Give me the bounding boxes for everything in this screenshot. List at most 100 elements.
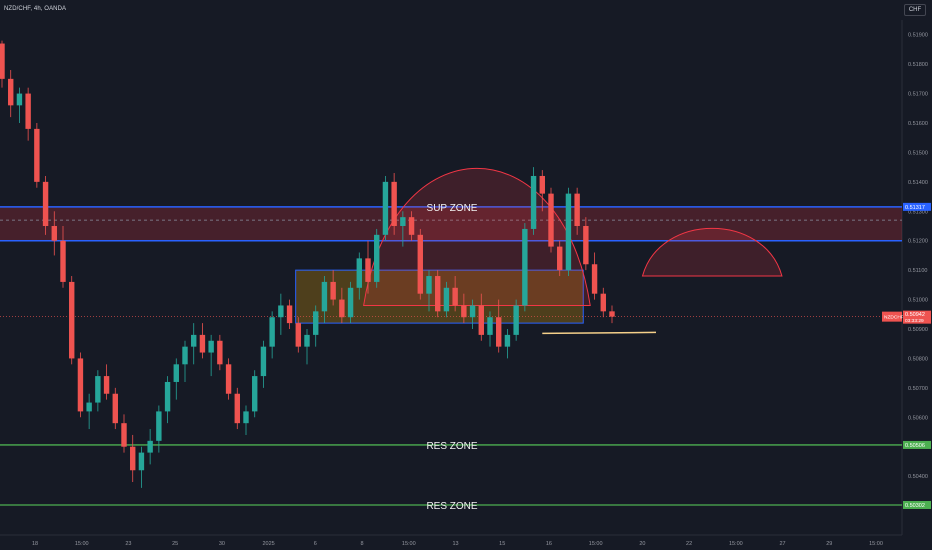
candle-body [147, 440, 153, 453]
x-tick-label: 13 [452, 541, 458, 547]
candle-body [374, 234, 380, 282]
x-tick-label: 15:00 [402, 541, 416, 547]
sup-zone-price-label: 0.51317 [905, 205, 925, 211]
candle-body [191, 334, 197, 347]
candle-body [600, 293, 606, 312]
x-tick-label: 15:00 [729, 541, 743, 547]
candle-body [138, 452, 145, 471]
candle-body [16, 93, 23, 106]
candle-body [487, 317, 493, 335]
symbol-label: NZDCHF [884, 315, 904, 321]
candle-body [478, 305, 484, 335]
y-tick-label: 0.51800 [908, 62, 928, 68]
res-zone-label: RES ZONE [426, 441, 477, 452]
candle-body [295, 323, 301, 347]
candle-body [260, 346, 267, 377]
candle-body [408, 217, 415, 235]
y-tick-label: 0.51000 [908, 298, 928, 304]
candle-body [461, 305, 467, 318]
countdown-label: 03:33:29 [905, 318, 924, 324]
head-arc [363, 167, 591, 306]
candle-body [8, 78, 14, 106]
y-tick-label: 0.51100 [908, 268, 927, 274]
x-tick-label: 15:00 [869, 541, 883, 547]
candle-body [400, 217, 406, 226]
y-tick-label: 0.51700 [908, 92, 928, 98]
candle-body [557, 246, 563, 271]
currency-button[interactable]: CHF [904, 4, 926, 16]
candle-body [382, 181, 389, 235]
symbol-title[interactable]: NZD/CHF, 4h, OANDA [4, 6, 67, 12]
res-zone-label: RES ZONE [426, 501, 477, 512]
candle-body [130, 446, 136, 471]
sup-zone-label: SUP ZONE [427, 203, 478, 214]
candle-body [565, 193, 572, 271]
y-tick-label: 0.51500 [908, 150, 928, 156]
candle-body [243, 411, 249, 424]
x-tick-label: 8 [361, 541, 364, 547]
x-tick-label: 15:00 [75, 541, 89, 547]
y-tick-label: 0.50800 [908, 356, 928, 362]
y-tick-label: 0.50700 [908, 386, 928, 392]
x-tick-label: 6 [314, 541, 317, 547]
candle-body [269, 317, 275, 347]
candle-body [591, 264, 598, 294]
candle-body [286, 305, 293, 324]
candle-body [173, 364, 179, 382]
x-tick-label: 27 [779, 541, 785, 547]
sup-zone-price-tag [903, 202, 931, 211]
sup-zone-fill [0, 206, 902, 241]
candle-body [452, 287, 458, 306]
chart-header: NZD/CHF, 4h, OANDA [0, 0, 900, 20]
candle-body [417, 234, 423, 294]
candle-body [609, 311, 615, 317]
candle-body [42, 181, 49, 226]
candle-body [95, 376, 101, 403]
x-tick-label: 22 [686, 541, 692, 547]
candle-body [77, 358, 84, 412]
candle-body [51, 226, 57, 241]
candle-body [513, 305, 519, 335]
candle-body [164, 381, 171, 412]
candle-body [504, 334, 511, 347]
y-tick-label: 0.50900 [908, 327, 928, 333]
candle-body [391, 181, 397, 226]
last-price-label: 0.50942 [905, 312, 925, 318]
y-tick-label: 0.51600 [908, 121, 928, 127]
candle-body [426, 276, 432, 294]
support-trend-line [542, 331, 657, 335]
candle-body [234, 393, 240, 424]
res-zone-price-label: 0.50506 [905, 443, 925, 449]
x-tick-label: 16 [546, 541, 552, 547]
candle-body [86, 402, 92, 412]
y-tick-label: 0.50600 [908, 415, 928, 421]
res-zone-price-tag [903, 440, 931, 449]
symbol-price-tag [882, 311, 902, 322]
candle-body [34, 128, 40, 182]
candle-body [208, 340, 214, 353]
candle-body [435, 276, 441, 312]
y-tick-label: 0.51300 [908, 209, 928, 215]
candle-body [217, 340, 223, 365]
candle-body [574, 193, 580, 226]
candle-body [0, 43, 5, 79]
candle-body [25, 93, 31, 129]
x-tick-label: 23 [125, 541, 131, 547]
x-tick-label: 30 [219, 541, 225, 547]
candle-body [199, 334, 206, 353]
candle-body [356, 258, 362, 288]
y-tick-label: 0.51200 [908, 239, 928, 245]
candle-body [313, 311, 319, 335]
x-tick-label: 2025 [262, 541, 274, 547]
candle-body [321, 281, 328, 312]
candle-body [469, 305, 476, 318]
y-tick-label: 0.51900 [908, 33, 928, 39]
x-tick-label: 20 [639, 541, 645, 547]
shoulder-arc [641, 227, 783, 277]
candle-body [278, 305, 284, 318]
res-zone-price-tag [903, 500, 931, 509]
candle-body [112, 393, 118, 424]
x-tick-label: 25 [172, 541, 178, 547]
